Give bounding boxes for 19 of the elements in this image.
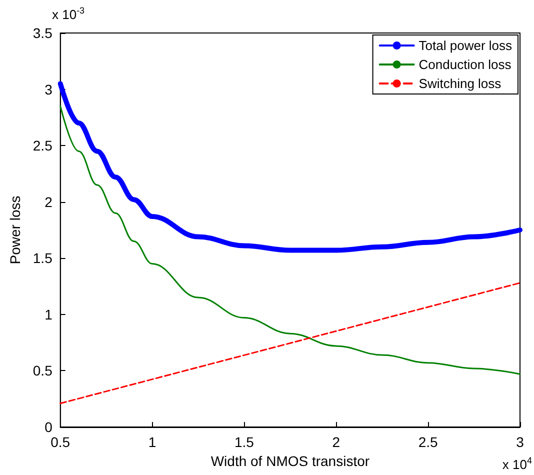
legend-label: Switching loss	[418, 76, 502, 91]
y-tick-label: 2	[44, 194, 53, 210]
x-tick-label: 1	[148, 434, 156, 450]
x-axis-title: Width of NMOS transistor	[210, 452, 370, 469]
x-tick-label: 2.5	[418, 434, 438, 450]
x-tick-label: 1.5	[234, 434, 254, 450]
y-tick-label: 1	[44, 306, 53, 322]
x-tick-label: 3	[516, 434, 524, 450]
y-tick-label: 0	[44, 419, 53, 435]
legend-label: Total power loss	[418, 38, 512, 53]
y-tick-label: 3	[44, 81, 53, 98]
y-tick-label: 1.5	[32, 250, 53, 266]
y-tick-label: 3.5	[32, 25, 53, 41]
y-axis-title: Power loss	[7, 196, 23, 264]
x-tick-label: 2	[332, 434, 340, 450]
legend-label: Conduction loss	[418, 57, 512, 72]
y-tick-label: 2.5	[32, 138, 53, 154]
line-series	[60, 105, 521, 375]
y-tick-label: 0.5	[32, 362, 53, 379]
